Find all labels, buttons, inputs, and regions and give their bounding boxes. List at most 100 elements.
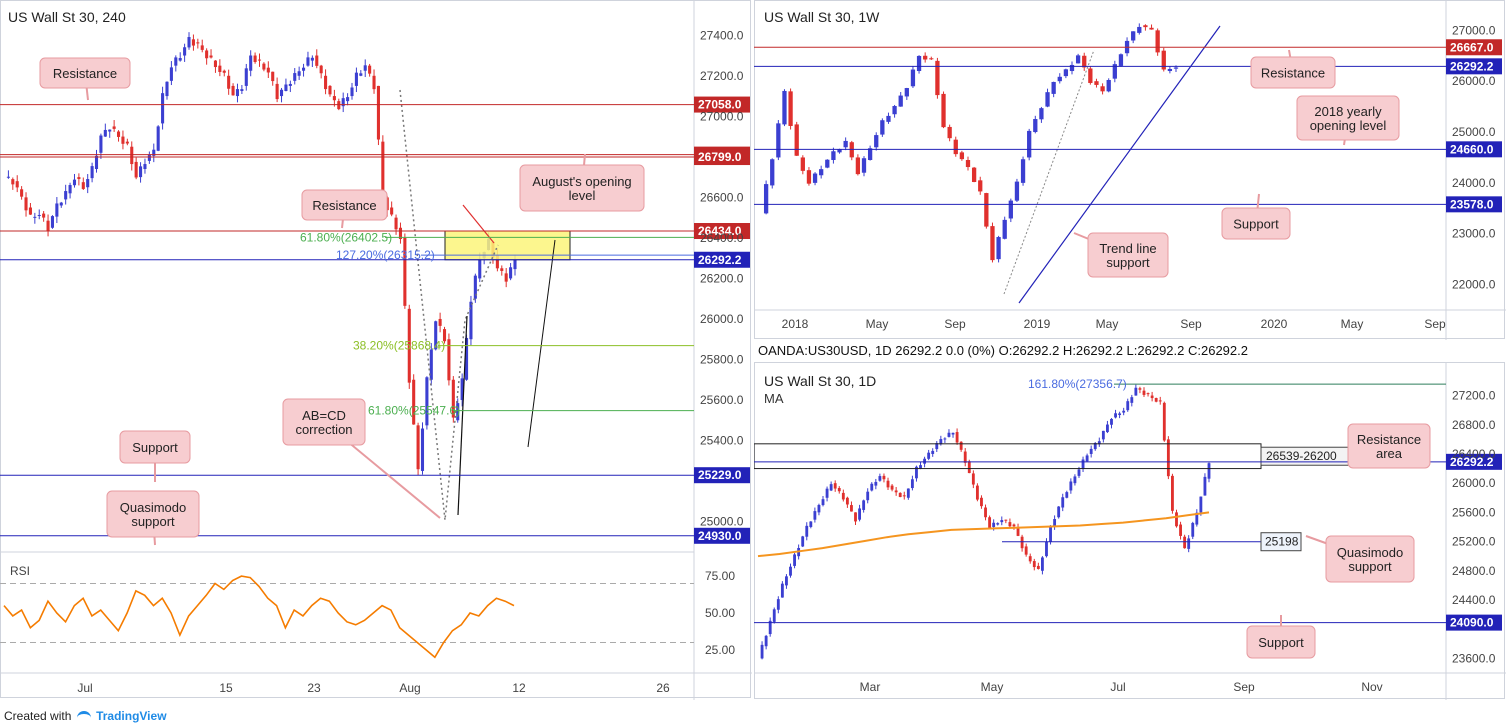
candle-body	[249, 55, 253, 71]
price-tick: 25200.0	[1452, 535, 1496, 549]
candle-body	[927, 452, 931, 459]
callout-quasimodo[interactable]	[106, 490, 200, 538]
candle-body	[831, 151, 836, 160]
candle-body	[1183, 536, 1187, 549]
candle-body	[1134, 387, 1138, 396]
chart-1d[interactable]: OANDA:US30USD, 1D 26292.2 0.0 (0%) O:262…	[753, 340, 1506, 700]
tradingview-icon	[76, 711, 91, 722]
callout-resistance-text: Resistance	[1261, 66, 1325, 81]
price-tick: 27000.0	[700, 109, 744, 123]
fib-label: 161.80%(27356.7)	[1028, 377, 1127, 391]
callout-quasimodo[interactable]	[1325, 535, 1415, 583]
candle-body	[1187, 538, 1191, 549]
callout-support[interactable]	[1246, 625, 1316, 659]
candle-body	[1012, 524, 1016, 527]
candle-body	[768, 620, 772, 635]
price-tick: 26000.0	[1452, 476, 1496, 490]
price-tick: 22000.0	[1452, 278, 1496, 292]
candle-body	[11, 179, 15, 185]
candle-body	[284, 84, 288, 91]
candle-body	[253, 55, 257, 62]
callout-abcd[interactable]	[282, 398, 366, 446]
candle-body	[271, 71, 275, 82]
chart-panel-1w[interactable]: US Wall St 30, 1W 26667.0 26292.2 24660.0 2…	[754, 0, 1506, 340]
candle-body	[780, 583, 784, 598]
candle-body	[788, 91, 793, 126]
callout-resistance[interactable]	[1250, 56, 1336, 89]
candle-body	[947, 126, 952, 139]
price-tick: 27200.0	[1452, 389, 1496, 403]
price-tick: 26200.0	[700, 271, 744, 285]
time-tick: 2018	[782, 317, 809, 331]
candle-body	[77, 177, 81, 180]
callout-resistance-upper[interactable]	[39, 57, 131, 89]
candle-body	[886, 480, 890, 488]
candle-body	[240, 89, 244, 91]
candle-body	[1077, 469, 1081, 476]
callout-trendline[interactable]	[1087, 232, 1169, 278]
price-tick: 27200.0	[700, 69, 744, 83]
candle-body	[878, 476, 882, 481]
candle-body	[359, 73, 363, 76]
callout-yearly-open[interactable]	[1296, 95, 1400, 141]
candle-body	[929, 58, 934, 60]
candle-body	[1112, 64, 1117, 79]
chart-panel-4h[interactable]: US Wall St 30, 240 27058.026811.026799.0…	[0, 0, 752, 700]
callout-trendline-text: Trend line	[1099, 241, 1156, 256]
candle-body	[923, 55, 928, 60]
time-tick: May	[981, 680, 1004, 694]
candle-body	[178, 58, 182, 61]
level-3-tag	[694, 223, 750, 240]
callout-resistance-upper-text: Resistance	[53, 66, 117, 81]
chart-4h[interactable]: US Wall St 30, 240 27058.026811.026799.0…	[0, 0, 752, 700]
level-2-tag	[694, 149, 750, 166]
candle-body	[1131, 31, 1136, 41]
candle-body	[1173, 67, 1179, 69]
candle-body	[850, 505, 853, 512]
candle-body	[923, 458, 927, 464]
candle-body	[368, 65, 372, 74]
candle-body	[302, 67, 306, 71]
level-0-tag	[1446, 453, 1502, 470]
candle-body	[451, 379, 455, 418]
time-tick: Aug	[399, 681, 420, 695]
callout-quasimodo-text: Quasimodo	[120, 500, 186, 515]
candle-body	[1002, 219, 1007, 239]
candle-body	[500, 268, 504, 271]
price-tick: 23600.0	[1452, 651, 1496, 665]
callout-support[interactable]	[119, 430, 191, 464]
time-tick: 2019	[1024, 317, 1051, 331]
chart-panel-1d[interactable]: OANDA:US30USD, 1D 26292.2 0.0 (0%) O:262…	[753, 340, 1506, 700]
candle-body	[910, 479, 914, 489]
chart-title: US Wall St 30, 1D	[764, 373, 876, 389]
time-tick: Sep	[944, 317, 966, 331]
candle-body	[103, 129, 107, 137]
callout-august-open[interactable]	[519, 164, 645, 212]
callout-resistance-area[interactable]	[1347, 423, 1431, 469]
candle-body	[279, 89, 284, 97]
callout-support[interactable]	[1221, 207, 1291, 240]
rsi-tick: 75.00	[705, 569, 735, 583]
price-tick: 26600.0	[700, 190, 744, 204]
candle-body	[1069, 481, 1073, 491]
candle-body	[1073, 476, 1077, 484]
callout-resistance-lower[interactable]	[301, 189, 388, 221]
chart-1w[interactable]: US Wall St 30, 1W 26667.0 26292.2 24660.0 2…	[754, 0, 1506, 340]
candle-body	[293, 73, 297, 81]
candle-body	[880, 120, 885, 135]
candle-body	[169, 67, 173, 81]
candle-body	[1155, 30, 1160, 53]
candle-body	[1065, 492, 1069, 498]
candle-body	[513, 259, 517, 270]
candle-body	[509, 267, 513, 279]
candle-body	[971, 167, 977, 183]
callout-support-text: Support	[1258, 635, 1304, 650]
candle-body	[376, 85, 380, 140]
level-3-label: 23578.0	[1450, 197, 1494, 211]
moving-average	[757, 511, 1210, 558]
candle-body	[817, 504, 821, 513]
candle-body	[886, 115, 891, 122]
candle-body	[782, 90, 787, 125]
price-tick: 24400.0	[1452, 593, 1496, 607]
fib-label: 38.20%(25868.4)	[353, 339, 445, 353]
